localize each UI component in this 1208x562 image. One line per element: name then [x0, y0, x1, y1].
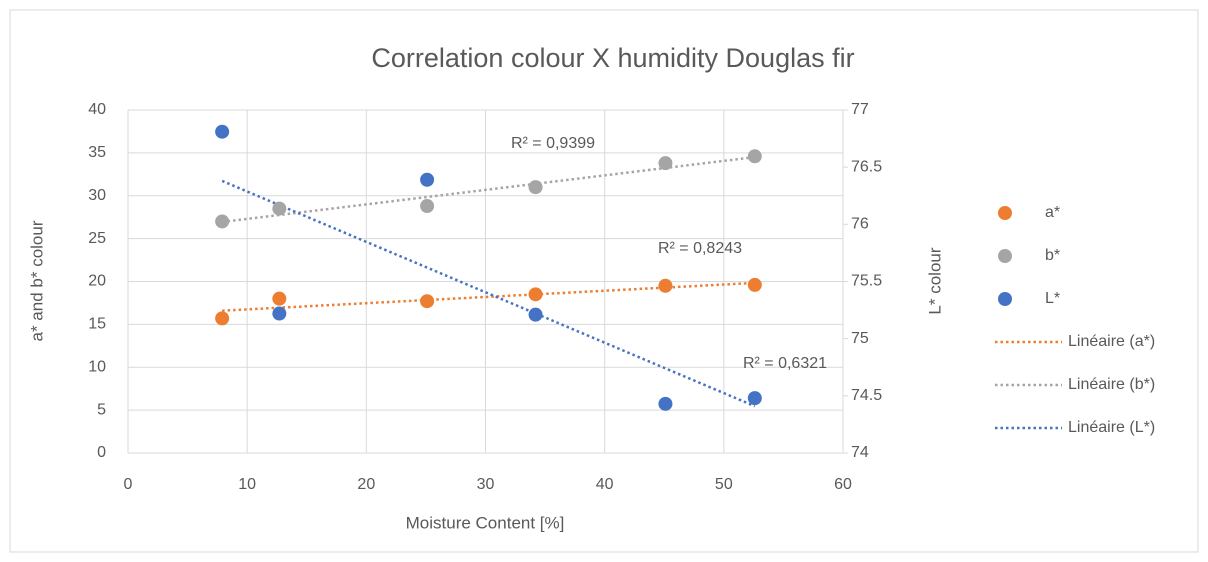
- point: [215, 311, 230, 326]
- legend-label: Linéaire (b*): [1068, 376, 1155, 393]
- y2-tick-label: 75: [851, 330, 869, 347]
- point: [215, 124, 230, 139]
- x-tick-label: 0: [124, 476, 133, 493]
- y-tick-label: 10: [88, 358, 106, 375]
- legend-marker: [998, 292, 1012, 306]
- point: [420, 294, 435, 309]
- point: [528, 287, 543, 302]
- point: [747, 277, 762, 292]
- point: [658, 396, 673, 411]
- y2-tick-label: 74: [851, 444, 869, 461]
- x-tick-label: 50: [715, 476, 733, 493]
- point: [528, 180, 543, 195]
- y-tick-label: 0: [97, 444, 106, 461]
- y-axis-title: a* and b* colour: [27, 220, 46, 341]
- chart-title: Correlation colour X humidity Douglas fi…: [371, 43, 854, 73]
- point: [420, 199, 435, 214]
- y-tick-label: 5: [97, 401, 106, 418]
- y2-tick-label: 74.5: [851, 387, 882, 404]
- legend-label: a*: [1045, 204, 1060, 221]
- y-tick-label: 25: [88, 230, 106, 247]
- r2-label: R² = 0,9399: [511, 135, 595, 152]
- x-axis-title: Moisture Content [%]: [406, 513, 565, 532]
- x-tick-label: 40: [596, 476, 614, 493]
- r2-label: R² = 0,6321: [743, 355, 827, 372]
- y2-tick-label: 77: [851, 101, 869, 118]
- point: [272, 201, 287, 216]
- y-tick-label: 20: [88, 273, 106, 290]
- y2-axis-title: L* colour: [925, 247, 944, 314]
- y2-tick-label: 76.5: [851, 158, 882, 175]
- point: [528, 307, 543, 322]
- y-tick-label: 35: [88, 144, 106, 161]
- point: [272, 291, 287, 306]
- point: [747, 391, 762, 406]
- x-tick-label: 10: [238, 476, 256, 493]
- point: [272, 306, 287, 321]
- x-tick-label: 20: [357, 476, 375, 493]
- y-tick-label: 30: [88, 187, 106, 204]
- y2-tick-label: 75.5: [851, 273, 882, 290]
- y-tick-label: 15: [88, 316, 106, 333]
- point: [747, 149, 762, 164]
- x-tick-label: 60: [834, 476, 852, 493]
- y-tick-label: 40: [88, 101, 106, 118]
- point: [215, 214, 230, 229]
- point: [658, 156, 673, 171]
- legend-label: L*: [1045, 290, 1060, 307]
- legend-marker: [998, 249, 1012, 263]
- trendline: [222, 281, 755, 312]
- y2-tick-label: 76: [851, 216, 869, 233]
- point: [420, 172, 435, 187]
- legend-label: b*: [1045, 247, 1060, 264]
- legend-label: Linéaire (a*): [1068, 333, 1155, 350]
- point: [658, 278, 673, 293]
- r2-label: R² = 0,8243: [658, 240, 742, 257]
- legend-marker: [998, 206, 1012, 220]
- legend-label: Linéaire (L*): [1068, 419, 1155, 436]
- x-tick-label: 30: [477, 476, 495, 493]
